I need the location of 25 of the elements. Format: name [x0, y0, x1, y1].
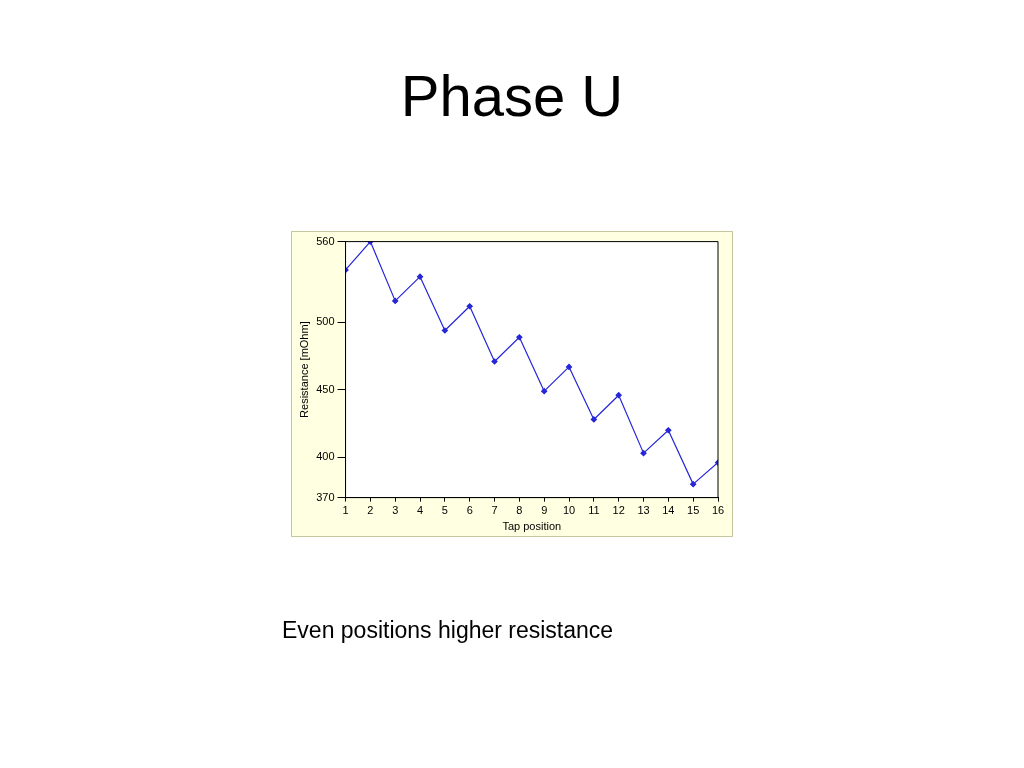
- x-tick-label: 10: [562, 504, 576, 517]
- x-tick-label: 16: [711, 504, 725, 517]
- x-tick-label: 2: [367, 504, 374, 517]
- y-tick-label: 400: [316, 450, 335, 463]
- y-tick-label: 500: [316, 315, 335, 328]
- x-tick-label: 11: [588, 504, 600, 517]
- x-tick-label: 5: [441, 504, 448, 517]
- text: Even positions higher resistance: [282, 617, 614, 644]
- x-tick-label: 12: [612, 504, 625, 517]
- x-tick-label: 13: [637, 504, 650, 517]
- x-tick-label: 8: [516, 504, 523, 517]
- chart-title: Phase U: [399, 62, 625, 129]
- x-tick-label: 14: [662, 504, 675, 517]
- x-tick-label: 7: [491, 504, 498, 517]
- x-tick-label: 9: [541, 504, 548, 517]
- x-tick-label: 4: [416, 504, 424, 517]
- x-axis-title: Tap position: [502, 520, 562, 533]
- y-tick-label: 370: [316, 490, 335, 503]
- x-tick-label: 1: [342, 504, 349, 517]
- y-tick-label: 450: [316, 382, 335, 395]
- x-tick-label: 15: [687, 504, 700, 517]
- x-tick-label: 3: [392, 504, 399, 517]
- y-tick-label: 560: [316, 234, 335, 247]
- y-axis-title: Resistance [mOhm]: [297, 321, 310, 418]
- x-tick-label: 6: [466, 504, 473, 517]
